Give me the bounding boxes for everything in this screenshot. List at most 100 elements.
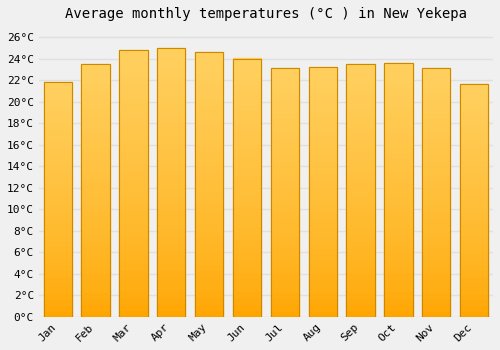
Bar [270,155,299,161]
Bar [44,287,72,293]
Bar [308,310,337,317]
Bar [157,155,186,162]
Bar [119,90,148,97]
Bar [119,237,148,243]
Bar [384,152,412,158]
Bar [119,77,148,83]
Bar [82,279,110,285]
Bar [44,281,72,287]
Bar [233,278,261,285]
Bar [233,272,261,278]
Bar [157,115,186,122]
Bar [44,246,72,252]
Bar [422,161,450,168]
Bar [270,298,299,304]
Bar [270,93,299,99]
Bar [233,201,261,207]
Bar [233,310,261,317]
Bar [422,261,450,267]
Bar [346,121,375,127]
Bar [157,209,186,216]
Bar [346,159,375,165]
Bar [119,297,148,303]
Bar [384,190,412,196]
Bar [270,211,299,217]
Bar [82,102,110,108]
Bar [460,154,488,160]
Bar [346,146,375,153]
Bar [157,81,186,88]
Bar [82,70,110,77]
Bar [157,250,186,256]
Bar [157,189,186,196]
Bar [308,180,337,186]
Bar [422,87,450,93]
Bar [157,216,186,223]
Bar [270,224,299,230]
Bar [119,163,148,170]
Bar [384,222,412,228]
Bar [82,121,110,127]
Bar [233,117,261,123]
Bar [308,67,337,317]
Bar [422,68,450,75]
Bar [422,193,450,199]
Bar [119,136,148,144]
Bar [44,293,72,299]
Bar [157,102,186,108]
Bar [195,85,224,92]
Bar [346,64,375,317]
Bar [308,154,337,161]
Title: Average monthly temperatures (°C ) in New Yekepa: Average monthly temperatures (°C ) in Ne… [65,7,467,21]
Bar [195,251,224,257]
Bar [346,127,375,133]
Bar [82,140,110,146]
Bar [346,310,375,317]
Bar [82,310,110,317]
Bar [422,298,450,304]
Bar [270,292,299,298]
Bar [460,102,488,108]
Bar [82,247,110,254]
Bar [119,284,148,290]
Bar [346,83,375,89]
Bar [233,58,261,65]
Bar [119,103,148,110]
Bar [422,292,450,298]
Bar [44,135,72,141]
Bar [346,165,375,172]
Bar [44,258,72,264]
Bar [157,95,186,102]
Bar [270,68,299,317]
Bar [157,276,186,283]
Bar [82,127,110,133]
Bar [270,136,299,143]
Bar [308,130,337,136]
Bar [460,236,488,241]
Bar [460,224,488,230]
Bar [346,285,375,292]
Bar [157,229,186,236]
Bar [233,168,261,175]
Bar [233,149,261,155]
Bar [308,173,337,180]
Bar [195,211,224,218]
Bar [460,125,488,131]
Bar [460,96,488,102]
Bar [233,58,261,317]
Bar [157,175,186,182]
Bar [308,204,337,211]
Bar [119,83,148,90]
Bar [346,216,375,222]
Bar [44,82,72,317]
Bar [270,217,299,224]
Bar [233,188,261,194]
Bar [422,186,450,193]
Bar [308,198,337,204]
Bar [233,175,261,181]
Bar [422,199,450,205]
Bar [270,118,299,124]
Bar [346,190,375,197]
Bar [119,143,148,150]
Bar [384,107,412,114]
